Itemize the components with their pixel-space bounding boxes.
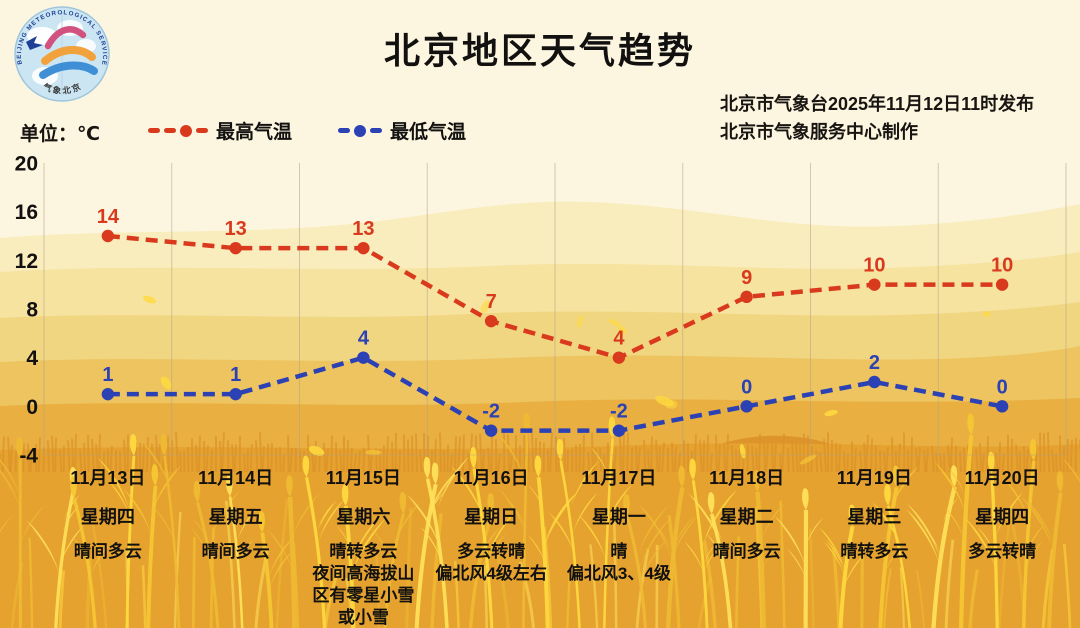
logo-bottom-text: 气象北京 — [41, 81, 82, 96]
logo-pink-swoosh — [44, 26, 87, 50]
wheat-stalk — [963, 451, 1024, 628]
issue-line-2: 北京市气象服务中心制作 — [720, 122, 918, 142]
wheat-stalk — [878, 465, 919, 628]
wheat-stalk — [407, 456, 470, 628]
wheat-stalk — [190, 480, 241, 628]
wheat-stalk — [451, 447, 517, 628]
wheat-stalk — [527, 455, 578, 628]
logo-bird-icon — [26, 36, 43, 50]
max-temp-line-marker — [148, 124, 208, 137]
wheat-stalk — [684, 458, 738, 628]
legend: 最高气温 最低气温 — [148, 117, 466, 144]
wheat-stalk — [122, 464, 182, 628]
floating-husk — [308, 445, 325, 456]
legend-label-min: 最低气温 — [390, 122, 467, 143]
wheat-stalk — [336, 484, 387, 628]
wheat-stalk — [774, 488, 823, 628]
wheat-stalk — [872, 483, 911, 628]
wheat-stalk — [70, 476, 111, 628]
wheat-stalk — [1002, 439, 1045, 628]
issue-info: 北京市气象台2025年11月12日11时发布 北京市气象服务中心制作 — [720, 90, 1034, 146]
wheat-stalk — [139, 434, 181, 628]
unit-label: 单位：℃ — [20, 124, 101, 145]
floating-husk — [739, 443, 746, 459]
legend-item-min-temp: 最低气温 — [338, 117, 466, 144]
wheat-stalk — [266, 475, 320, 628]
wheat-stalk — [302, 455, 345, 628]
floating-husk — [799, 454, 817, 465]
min-temp-line-marker — [338, 124, 383, 137]
wheat-stalk — [460, 492, 507, 628]
wheat-stalk — [1020, 471, 1064, 628]
page-title: 北京地区天气趋势 — [383, 30, 696, 71]
wheat-stalk — [549, 438, 599, 628]
wheat-stalk — [226, 474, 258, 628]
legend-label-max: 最高气温 — [216, 122, 293, 143]
issue-line-1: 北京市气象台2025年11月12日11时发布 — [720, 94, 1035, 114]
beijing-meteorological-service-logo: BEIJING METEOROLOGICAL SERVICE 气象北京 — [12, 4, 112, 104]
wheat-stalk — [97, 434, 137, 628]
legend-item-max-temp: 最高气温 — [148, 117, 292, 144]
wheat-stalk — [0, 436, 45, 628]
wheat-stalk — [906, 465, 959, 628]
wheat-field — [0, 412, 1080, 628]
wheat-stalk — [623, 493, 671, 628]
wheat-stalk — [688, 492, 733, 628]
wheat-stalk — [258, 510, 294, 628]
logo-blue-swoosh — [39, 61, 98, 79]
logo-orange-swoosh — [41, 46, 96, 65]
wheat-stalk — [819, 504, 866, 628]
floating-husk — [365, 449, 382, 455]
svg-text:气象北京: 气象北京 — [41, 81, 84, 96]
wheat-stalk — [753, 470, 785, 628]
wheat-stalk — [638, 465, 698, 628]
wheat-stalk — [370, 491, 422, 628]
